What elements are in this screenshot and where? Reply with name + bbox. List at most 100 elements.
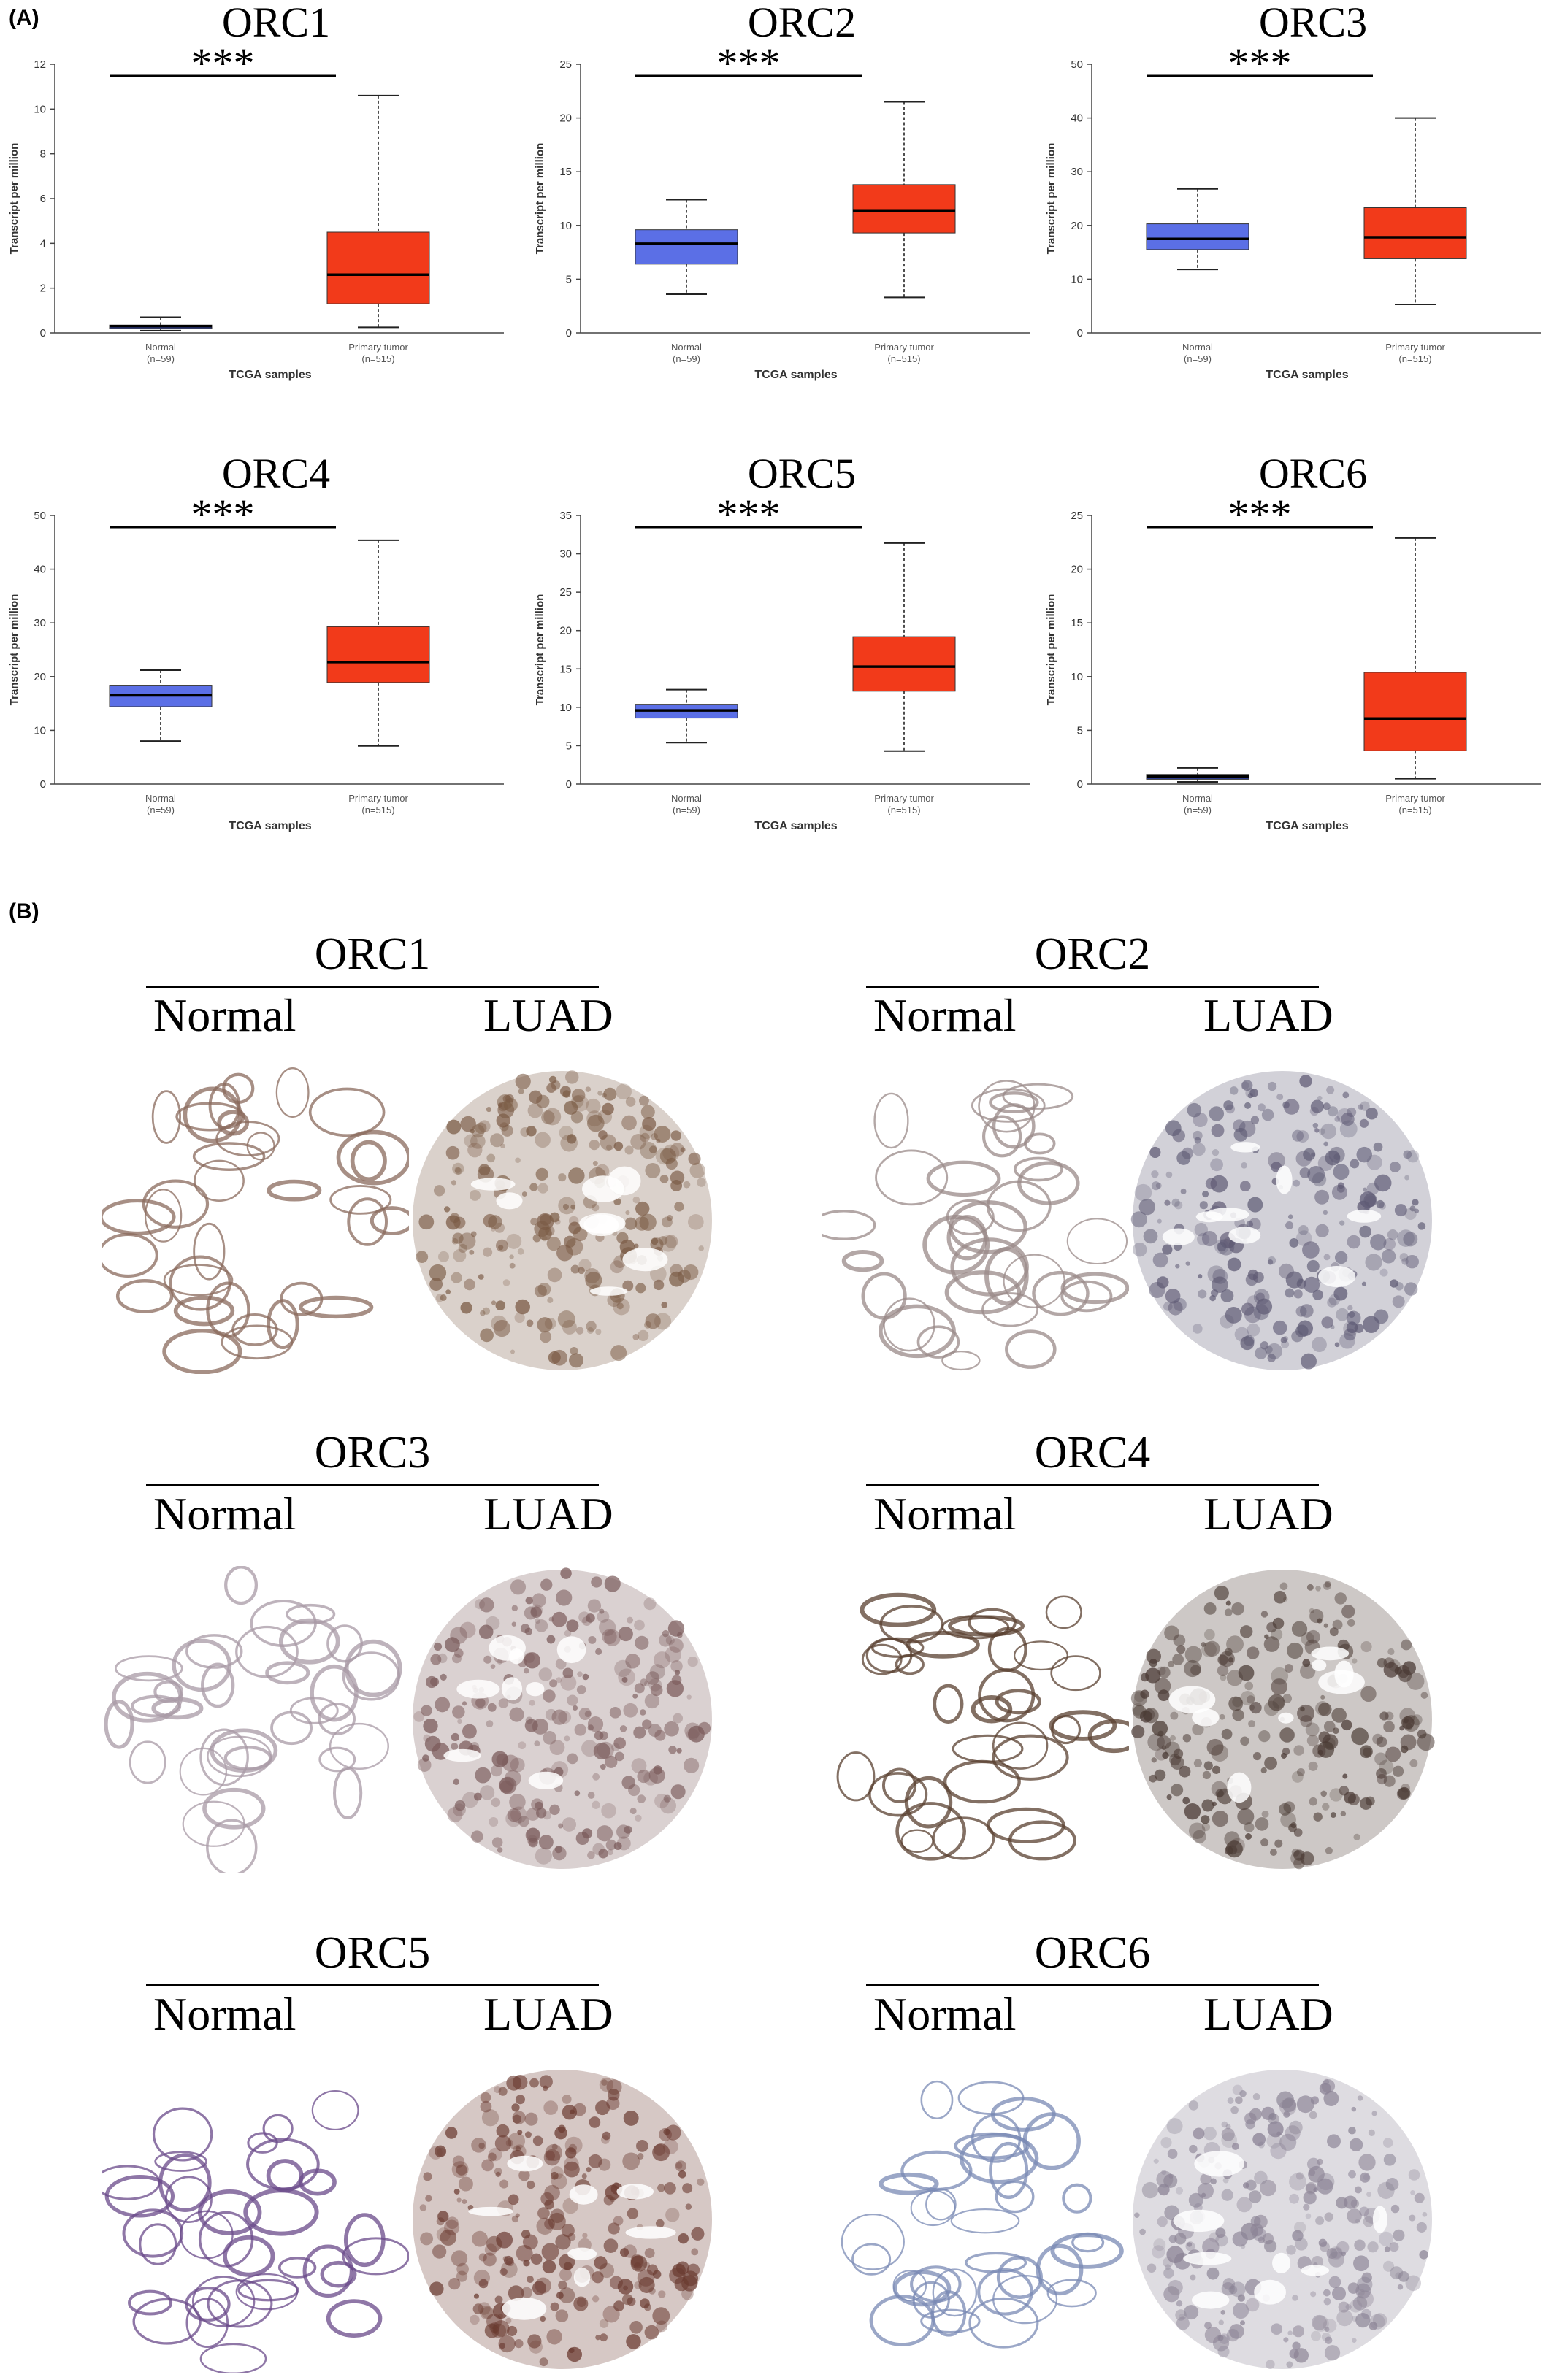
- stain-spot: [576, 2298, 586, 2307]
- stain-spot: [616, 1302, 624, 1310]
- stain-spot: [419, 2204, 427, 2211]
- stain-spot: [1165, 1288, 1181, 1304]
- normal-tissue-drawing: [102, 2090, 409, 2373]
- stain-spot: [508, 2132, 526, 2150]
- luad-label: LUAD: [1203, 989, 1333, 1041]
- stain-spot: [1157, 1218, 1162, 1224]
- stain-spot: [426, 1675, 438, 1689]
- stain-spot: [587, 1851, 595, 1859]
- stain-spot: [633, 2262, 642, 2270]
- stain-spot: [491, 1797, 501, 1808]
- stain-spot: [1270, 1849, 1277, 1856]
- ihc-title-rule: [146, 1984, 599, 1986]
- stain-spot: [663, 1794, 671, 1803]
- stain-spot: [1291, 1621, 1308, 1637]
- stain-spot: [1180, 1188, 1187, 1194]
- stain-spot: [1293, 1179, 1301, 1187]
- stain-spot: [456, 2164, 467, 2176]
- stain-spot: [1240, 1690, 1255, 1705]
- stain-spot: [1247, 1295, 1260, 1308]
- stain-spot: [1245, 1833, 1252, 1840]
- stain-spot: [506, 1233, 522, 1249]
- stain-spot: [1358, 2154, 1376, 2171]
- stain-spot: [564, 1100, 578, 1115]
- stain-spot: [592, 1203, 600, 1212]
- normal-tissue-svg: [102, 1067, 409, 1374]
- stain-spot: [608, 2222, 620, 2235]
- stain-spot: [1202, 1770, 1212, 1779]
- stain-spot: [1406, 1150, 1420, 1163]
- stain-spot: [1245, 2298, 1260, 2312]
- stain-spot: [1403, 1232, 1418, 1247]
- alveolar-wall: [892, 2270, 952, 2307]
- lumen: [468, 2206, 513, 2216]
- stain-spot: [497, 1847, 503, 1853]
- stain-spot: [544, 1318, 556, 1329]
- box-tumor: [852, 184, 956, 234]
- y-tick-label: 5: [566, 740, 572, 752]
- alveolar-wall: [1032, 1270, 1090, 1316]
- stain-spot: [422, 1754, 429, 1762]
- stain-spot: [1404, 1175, 1410, 1181]
- stain-spot: [555, 1658, 567, 1670]
- stain-spot: [481, 2306, 494, 2319]
- stain-spot: [451, 2161, 469, 2178]
- stain-spot: [1217, 1242, 1227, 1252]
- alveolar-wall: [987, 1627, 1027, 1673]
- lumen: [1230, 1142, 1260, 1153]
- stain-spot: [515, 1299, 530, 1315]
- stain-spot: [1388, 1648, 1395, 1656]
- stain-spot: [462, 1792, 478, 1808]
- stain-spot: [505, 2317, 512, 2324]
- alveolar-wall: [865, 1638, 913, 1673]
- stain-spot: [1369, 2322, 1378, 2330]
- stain-spot: [621, 1776, 635, 1789]
- stain-spot: [1379, 1711, 1389, 1721]
- stain-spot: [1235, 2096, 1243, 2104]
- stain-spot: [678, 2233, 689, 2244]
- stain-spot: [1283, 1597, 1288, 1602]
- stain-spot: [1345, 2303, 1352, 2311]
- stain-spot: [640, 1132, 650, 1143]
- stain-spot: [1296, 2095, 1314, 2114]
- stain-spot: [500, 1143, 505, 1149]
- stain-spot: [1329, 1627, 1339, 1637]
- stain-spot: [517, 1248, 524, 1255]
- stain-spot: [651, 1237, 659, 1245]
- stain-spot: [529, 1700, 535, 1706]
- stain-spot: [653, 1651, 671, 1669]
- y-tick-label: 4: [40, 237, 46, 250]
- stain-spot: [1300, 1715, 1313, 1727]
- alveolar-wall: [191, 2276, 256, 2327]
- stain-spot: [573, 2296, 589, 2311]
- stain-spot: [1157, 1735, 1171, 1750]
- stain-spot: [1267, 1081, 1277, 1091]
- stain-spot: [1151, 1181, 1161, 1191]
- stain-spot: [1354, 2239, 1366, 2251]
- stain-spot: [542, 2085, 548, 2092]
- alveolar-wall: [262, 2114, 294, 2143]
- alveolar-wall: [267, 1299, 299, 1350]
- stain-spot: [562, 1319, 577, 1335]
- stain-spot: [654, 1126, 671, 1143]
- y-tick-label: 50: [1071, 58, 1083, 71]
- alveolar-wall: [920, 2308, 981, 2334]
- stain-spot: [575, 1831, 589, 1846]
- stain-spot: [639, 1095, 649, 1106]
- stain-spot: [1293, 2348, 1309, 2363]
- stain-spot: [1352, 2296, 1368, 2311]
- alveolar-wall: [995, 1689, 1041, 1715]
- stain-spot: [1324, 2345, 1341, 2361]
- stain-spot: [536, 1094, 550, 1108]
- stain-spot: [518, 2169, 530, 2181]
- stain-spot: [1355, 2313, 1371, 2328]
- luad-tissue-image: [1129, 1566, 1436, 1873]
- stain-spot: [483, 1247, 493, 1257]
- stain-spot: [1317, 2178, 1333, 2195]
- stain-spot: [526, 1808, 540, 1821]
- category-label: Primary tumor: [1385, 342, 1445, 353]
- stain-spot: [622, 1280, 634, 1291]
- stain-spot: [543, 2149, 561, 2166]
- stain-spot: [470, 1134, 486, 1149]
- stain-spot: [549, 1804, 560, 1816]
